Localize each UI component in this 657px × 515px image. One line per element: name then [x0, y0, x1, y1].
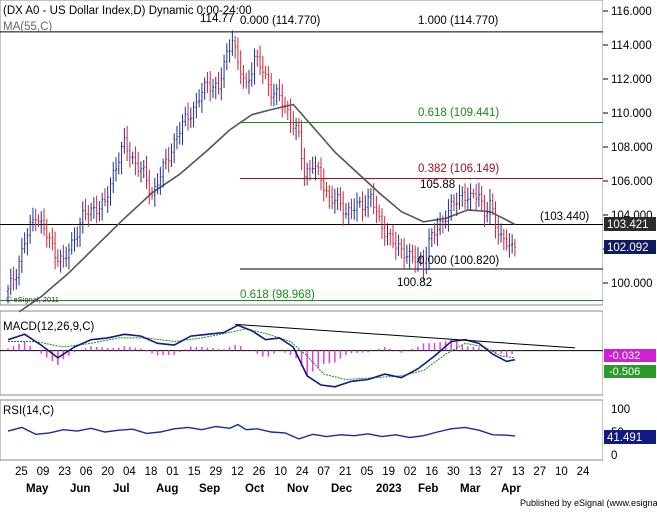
price-tick-label: 112.000 [611, 74, 652, 86]
x-month-label: Oct [245, 483, 264, 495]
fib-382-label: 0.382 (106.149) [418, 163, 499, 175]
x-tick-label: 21 [339, 466, 352, 478]
ma55-line [18, 103, 516, 313]
macd-signal-badge: -0.506 [609, 366, 640, 378]
x-month-label: Jun [70, 483, 90, 495]
x-tick-label: 16 [425, 466, 438, 478]
low-label: 100.82 [397, 277, 432, 289]
x-tick-label: 25 [15, 466, 28, 478]
price-tick-label: 106.000 [611, 176, 653, 188]
x-month-label: Apr [501, 483, 521, 495]
x-tick-label: 19 [382, 466, 395, 478]
peak-label: 114.77 [200, 13, 234, 25]
macd-hist-badge-bg [604, 349, 656, 362]
macd-label: MACD(12,26,9,C) [3, 321, 95, 333]
x-tick-label: 26 [253, 466, 266, 478]
x-tick-label: 23 [58, 466, 71, 478]
rsi-pane[interactable] [0, 399, 604, 461]
x-tick-label: 27 [490, 466, 503, 478]
footer-credit: Published by eSignal (www.esignal.com) [520, 498, 657, 508]
x-tick-label: 10 [274, 466, 287, 478]
x-tick-label: 29 [209, 466, 222, 478]
fib-top-right-label: 1.000 (114.770) [418, 15, 499, 27]
x-tick-label: 20 [101, 466, 114, 478]
esignal-watermark: © eSignal, 2011 [6, 295, 59, 304]
x-tick-label: 09 [37, 466, 50, 478]
x-tick-label: 04 [123, 466, 136, 478]
x-tick-label: 13 [512, 466, 525, 478]
x-month-label: Nov [287, 483, 309, 495]
x-month-label: 2023 [376, 483, 402, 495]
fib-618-lower-label: 0.618 (98.968) [240, 289, 315, 301]
last-price-badge: 102.092 [607, 242, 649, 254]
x-tick-label: 24 [577, 466, 590, 478]
x-tick-label: 13 [469, 466, 482, 478]
fib-top-left-label: 0.000 (114.770) [240, 15, 321, 27]
high-label: 105.88 [420, 179, 455, 191]
x-tick-label: 30 [447, 466, 460, 478]
x-month-label: Dec [331, 483, 353, 495]
x-tick-label: 02 [404, 466, 417, 478]
ma-badge-bg [604, 217, 656, 231]
macd-hist-badge: -0.032 [609, 350, 640, 362]
chart-title: (DX A0 - US Dollar Index,D) Dynamic 0:00… [3, 5, 252, 17]
price-tick-label: 100.000 [611, 278, 653, 290]
x-month-label: Feb [418, 483, 438, 495]
macd-signal-badge-bg [604, 365, 656, 378]
rsi-tick-label: 100 [611, 404, 630, 416]
x-tick-label: 07 [317, 466, 330, 478]
rsi-label: RSI(14,C) [3, 405, 54, 417]
ma-badge: 103.421 [607, 219, 649, 231]
x-month-label: Aug [156, 483, 178, 495]
x-month-label: May [26, 483, 49, 495]
fib-bottom-label: 0.000 (100.820) [418, 255, 499, 267]
x-tick-label: 18 [145, 466, 158, 478]
price-tick-label: 116.000 [611, 6, 652, 18]
x-tick-label: 01 [166, 466, 179, 478]
rsi-line [7, 423, 515, 440]
macd-trendline [235, 323, 576, 349]
x-month-label: Sep [199, 483, 220, 495]
x-tick-label: 05 [361, 466, 374, 478]
x-tick-label: 27 [533, 466, 546, 478]
price-tick-label: 110.000 [611, 108, 652, 120]
rsi-badge: 41.491 [607, 432, 642, 444]
x-month-label: Mar [460, 483, 481, 495]
x-tick-label: 12 [231, 466, 244, 478]
x-tick-label: 10 [555, 466, 568, 478]
x-tick-label: 24 [296, 466, 309, 478]
x-tick-label: 15 [188, 466, 201, 478]
x-tick-label: 06 [80, 466, 93, 478]
rsi-tick-label: 0 [611, 450, 617, 462]
macd-line [7, 324, 516, 388]
price-tick-label: 108.000 [611, 142, 653, 154]
rsi-badge-bg [604, 430, 656, 444]
last-price-badge-bg [604, 240, 656, 254]
resistance-label: (103.440) [540, 211, 589, 223]
x-month-label: Jul [113, 483, 130, 495]
ma-label: MA(55,C) [3, 21, 52, 33]
price-tick-label: 114.000 [611, 40, 652, 52]
macd-signal-line [8, 328, 515, 381]
fib-618-upper-label: 0.618 (109.441) [418, 107, 499, 119]
